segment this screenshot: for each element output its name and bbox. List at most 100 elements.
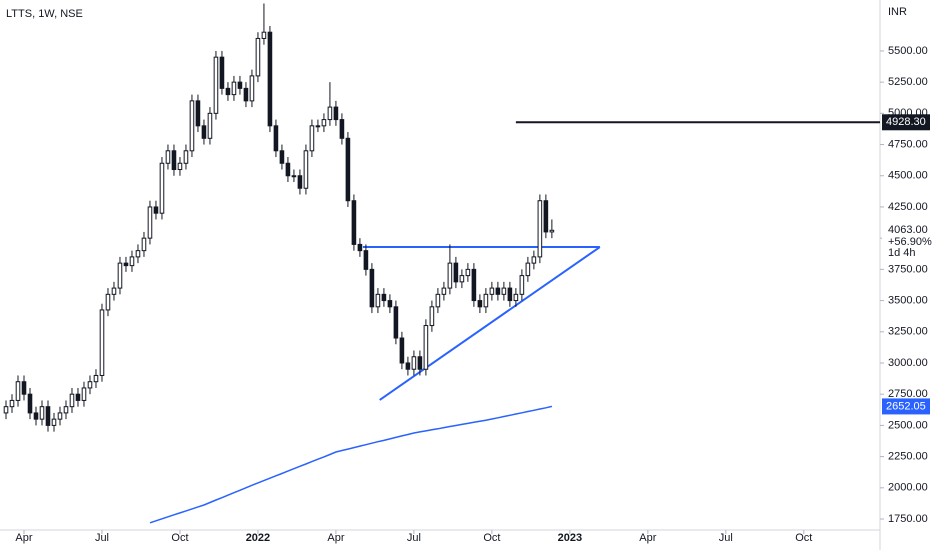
candle-body bbox=[477, 300, 483, 308]
candle-body bbox=[87, 381, 93, 389]
y-tick-label: 2750.00 bbox=[888, 388, 928, 400]
candle-body bbox=[9, 399, 15, 408]
candle-body bbox=[39, 406, 45, 420]
candle-body bbox=[435, 293, 441, 308]
candle-body bbox=[531, 256, 537, 264]
candle-body bbox=[207, 112, 213, 139]
candle-body bbox=[507, 287, 513, 302]
candle-body bbox=[357, 243, 363, 252]
hline-label-box bbox=[882, 114, 930, 131]
candle-body bbox=[537, 200, 543, 258]
candle-body bbox=[81, 387, 87, 401]
y-tick-label: 4250.00 bbox=[888, 201, 928, 213]
candle-body bbox=[399, 337, 405, 364]
ma-label-box bbox=[882, 398, 930, 415]
candle-body bbox=[249, 75, 255, 102]
candle-body bbox=[177, 162, 183, 171]
candle-body bbox=[57, 412, 63, 420]
candle-body bbox=[315, 125, 321, 128]
candle-body bbox=[45, 406, 51, 426]
candle-body bbox=[333, 106, 339, 121]
candle-body bbox=[279, 150, 285, 164]
countdown: 1d 4h bbox=[888, 247, 916, 259]
candle-body bbox=[519, 275, 525, 295]
candle-body bbox=[159, 162, 165, 214]
candle-body bbox=[21, 381, 27, 395]
hline-label: 4928.30 bbox=[886, 116, 926, 128]
y-tick-label: 3500.00 bbox=[888, 294, 928, 306]
chart-title: LTTS, 1W, NSE bbox=[6, 8, 83, 20]
candle-body bbox=[405, 362, 411, 370]
y-tick-label: 4750.00 bbox=[888, 138, 928, 150]
candle-body bbox=[75, 393, 81, 401]
candle-body bbox=[297, 175, 303, 189]
candle-body bbox=[369, 268, 375, 308]
candle-body bbox=[171, 150, 177, 171]
candle-body bbox=[147, 206, 153, 239]
candle-body bbox=[225, 87, 231, 96]
y-tick-label: 3250.00 bbox=[888, 326, 928, 338]
candle-body bbox=[465, 268, 471, 277]
candle-body bbox=[51, 418, 57, 426]
candle-body bbox=[189, 100, 195, 152]
candle-body bbox=[267, 31, 273, 127]
candle-body bbox=[105, 293, 111, 311]
candle-body bbox=[501, 287, 507, 295]
candle-body bbox=[261, 31, 267, 39]
last-price: 4063.00 bbox=[888, 224, 928, 236]
candle-body bbox=[123, 262, 129, 267]
candle-body bbox=[231, 81, 237, 96]
x-tick-label: Jul bbox=[719, 532, 733, 544]
currency: INR bbox=[888, 6, 907, 18]
y-tick-label: 3750.00 bbox=[888, 263, 928, 275]
candle-body bbox=[165, 150, 171, 164]
candle-body bbox=[345, 137, 351, 202]
candle-body bbox=[423, 325, 429, 370]
candle-body bbox=[549, 229, 555, 233]
candle-body bbox=[339, 119, 345, 139]
candle-body bbox=[117, 262, 123, 289]
candle-body bbox=[327, 106, 333, 121]
y-tick-label: 3000.00 bbox=[888, 357, 928, 369]
candle-body bbox=[195, 100, 201, 127]
x-tick-label: 2022 bbox=[246, 532, 270, 544]
candle-body bbox=[453, 262, 459, 283]
candle-body bbox=[321, 119, 327, 127]
candle-body bbox=[525, 262, 531, 277]
y-tick-label: 2500.00 bbox=[888, 419, 928, 431]
candle-body bbox=[459, 275, 465, 283]
y-tick-label: 4500.00 bbox=[888, 170, 928, 182]
candle-body bbox=[393, 306, 399, 339]
candle-body bbox=[441, 287, 447, 295]
candle-body bbox=[135, 250, 141, 258]
x-tick-label: Oct bbox=[171, 532, 188, 544]
candle-body bbox=[69, 393, 75, 408]
candle-body bbox=[375, 293, 381, 308]
candle-body bbox=[495, 287, 501, 295]
candle-body bbox=[213, 56, 219, 114]
candle-body bbox=[153, 206, 159, 214]
candle-body bbox=[513, 293, 519, 302]
trendline bbox=[379, 246, 601, 401]
y-tick-label: 5250.00 bbox=[888, 76, 928, 88]
candle-body bbox=[447, 262, 453, 289]
candle-body bbox=[291, 175, 297, 178]
price-change: +56.90% bbox=[888, 236, 932, 248]
candle-body bbox=[27, 393, 33, 414]
candle-body bbox=[15, 381, 21, 401]
candle-body bbox=[543, 200, 549, 233]
candle-body bbox=[219, 56, 225, 89]
candle-body bbox=[111, 287, 117, 295]
candle-body bbox=[429, 306, 435, 327]
x-tick-label: 2023 bbox=[558, 532, 582, 544]
candle-body bbox=[285, 162, 291, 177]
x-tick-label: Jul bbox=[95, 532, 109, 544]
candle-body bbox=[243, 87, 249, 102]
candle-body bbox=[489, 287, 495, 295]
candle-body bbox=[309, 125, 315, 152]
ma-label: 2652.05 bbox=[886, 400, 926, 412]
candle-body bbox=[237, 81, 243, 89]
candle-body bbox=[129, 256, 135, 267]
x-tick-label: Apr bbox=[327, 532, 344, 544]
